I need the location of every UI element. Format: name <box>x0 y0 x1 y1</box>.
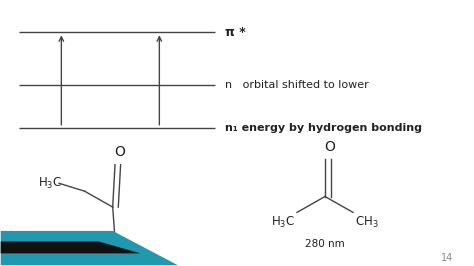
Text: O: O <box>114 146 125 159</box>
Polygon shape <box>0 231 178 265</box>
Text: 280 nm: 280 nm <box>305 239 345 250</box>
Text: H: H <box>112 244 123 258</box>
Text: H$_3$C: H$_3$C <box>271 215 295 230</box>
Text: n   orbital shifted to lower: n orbital shifted to lower <box>225 80 368 90</box>
Text: H$_3$C: H$_3$C <box>38 176 62 191</box>
Text: O: O <box>324 140 335 154</box>
Text: n₁ energy by hydrogen bonding: n₁ energy by hydrogen bonding <box>225 123 422 133</box>
Text: CH$_3$: CH$_3$ <box>356 215 379 230</box>
Text: 14: 14 <box>441 253 453 263</box>
Text: π *: π * <box>225 26 246 39</box>
Text: 293 nm: 293 nm <box>58 239 98 250</box>
Polygon shape <box>0 242 141 253</box>
